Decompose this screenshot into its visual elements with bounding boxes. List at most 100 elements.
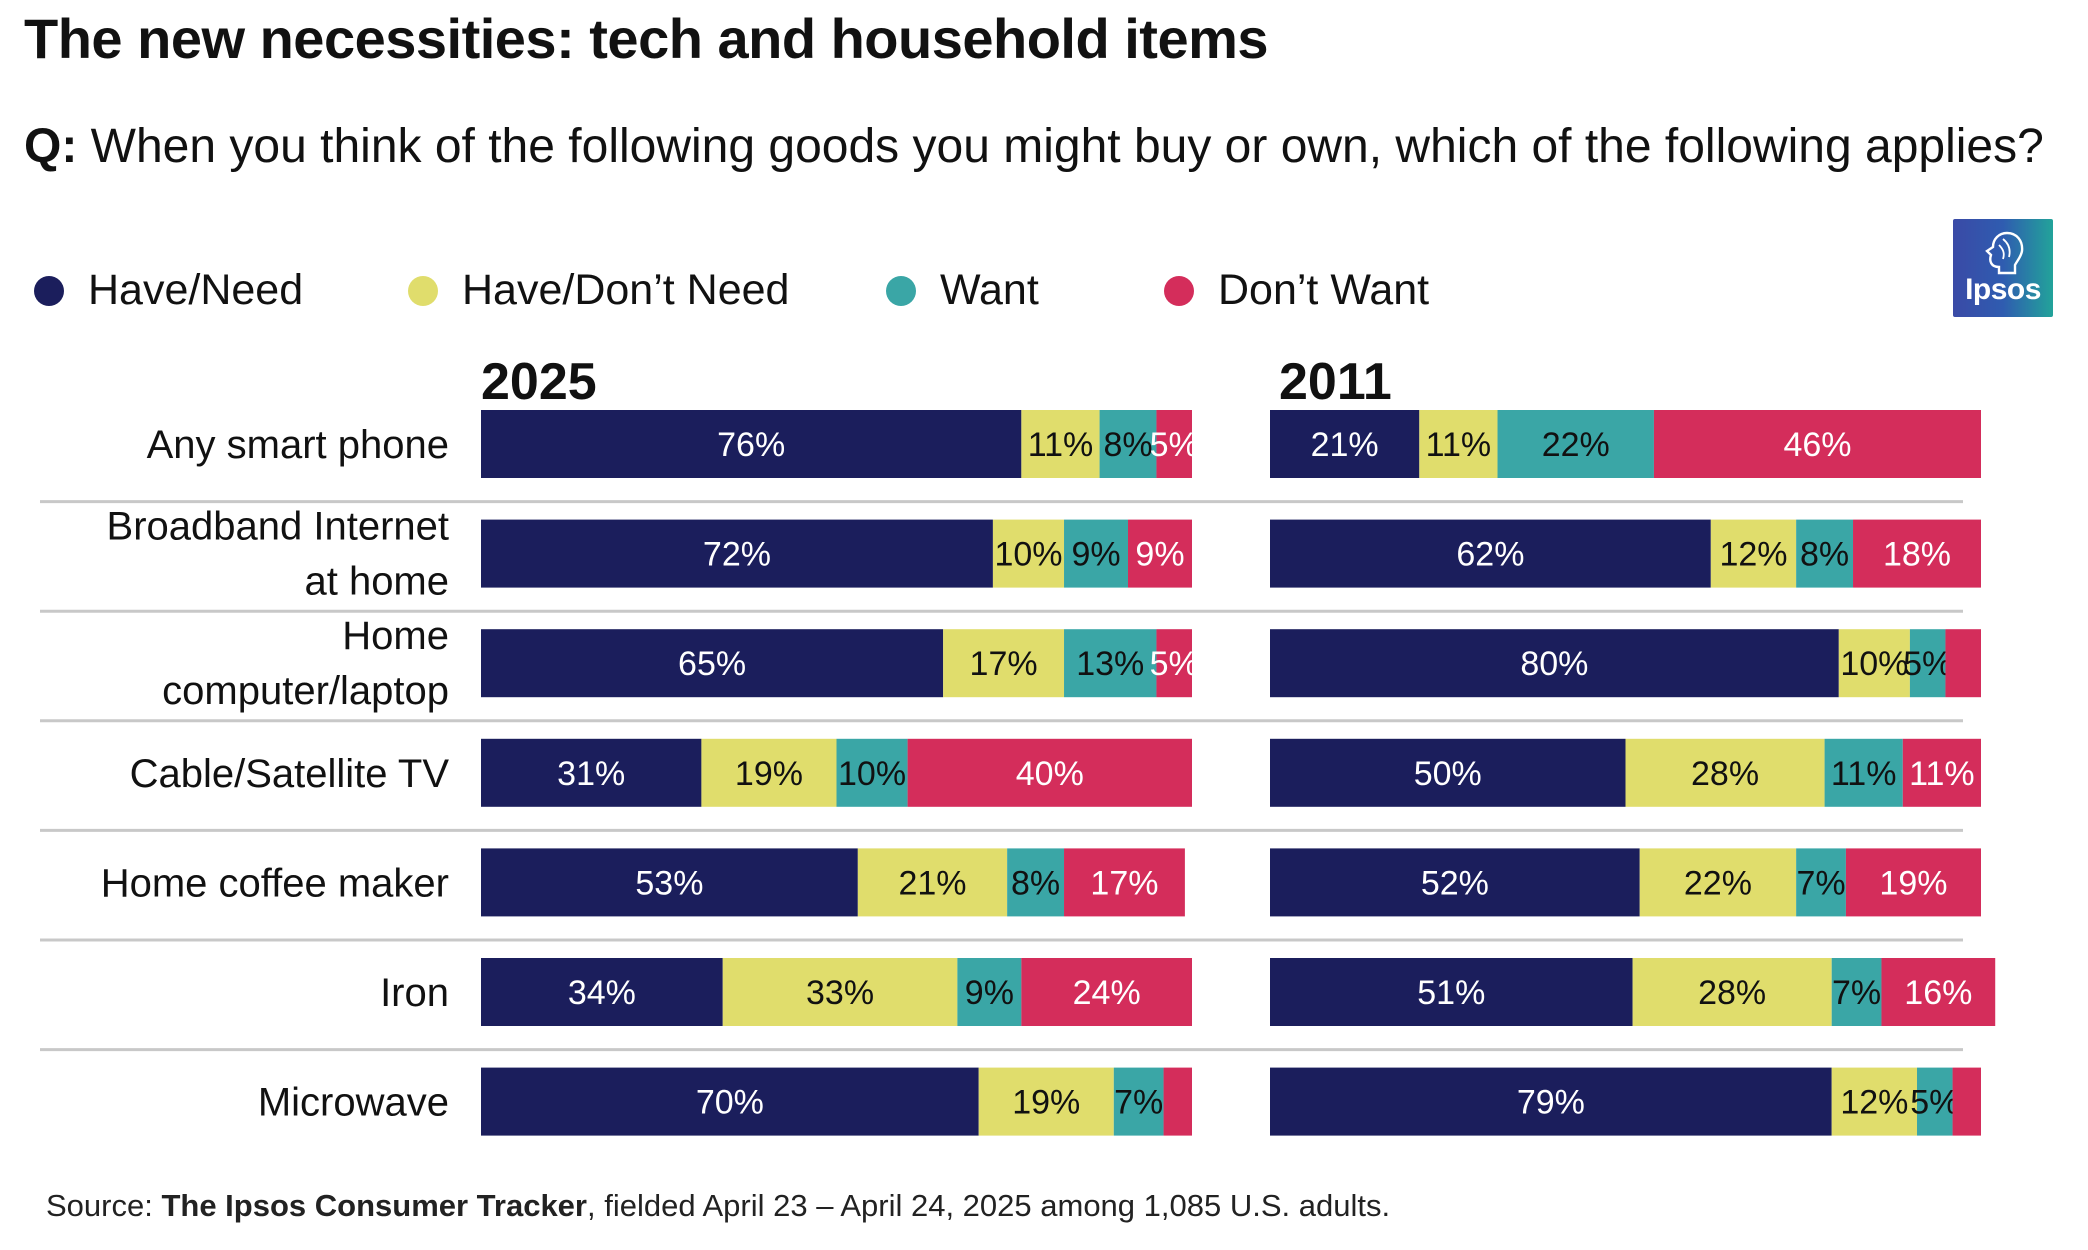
data-label-2025-home-computer-laptop-want: 13% [1076,645,1144,683]
data-label-2011-iron-want: 7% [1832,974,1881,1012]
bar-2025-cable-satellite-tv-want [836,738,908,807]
bar-2025-cable-satellite-tv-dont-want [907,738,1192,807]
bar-2011-home-computer-laptop-have-dont-need [1838,629,1910,698]
bar-2025-iron-have-dont-need [722,958,958,1026]
ipsos-logo: Ipsos [1953,219,2053,317]
data-label-2025-broadband-internet-at-home-want: 9% [1071,536,1120,574]
stacked-bar-chart: Any smart phone Broadband Internet at home… [40,410,1996,1136]
category-label-home-coffee-maker: Home coffee maker [101,861,449,905]
year-label-2025: 2025 [481,353,597,411]
category-label-home-computer-laptop: Home computer/laptop [162,614,449,713]
bar-2025-any-smart-phone-want [1099,410,1157,478]
bar-2011-home-coffee-maker-have-need [1270,848,1640,917]
legend-label-have-dont-need: Have/Don’t Need [462,266,790,314]
bar-2011-cable-satellite-tv-dont-want [1902,738,1981,807]
data-label-2025-any-smart-phone-have-need: 76% [717,426,785,464]
data-label-2025-broadband-internet-at-home-dont-want: 9% [1135,536,1184,574]
data-label-2025-broadband-internet-at-home-have-dont-need: 10% [994,536,1062,574]
data-label-2011-broadband-internet-at-home-want: 8% [1800,536,1849,574]
question-label: Q: [24,120,78,173]
data-label-2011-broadband-internet-at-home-dont-want: 18% [1883,536,1951,574]
data-label-2011-home-coffee-maker-dont-want: 19% [1879,864,1947,902]
legend-swatch-have-dont-need [408,275,438,306]
bar-2011-broadband-internet-at-home-have-dont-need [1710,519,1797,588]
bar-2025-cable-satellite-tv-have-need [481,738,702,807]
data-label-2011-iron-dont-want: 16% [1904,974,1972,1012]
data-label-2011-cable-satellite-tv-have-dont-need: 28% [1691,755,1759,793]
question-text: When you think of the following goods yo… [90,120,2044,173]
data-label-2011-broadband-internet-at-home-have-dont-need: 12% [1719,536,1787,574]
data-label-2025-home-coffee-maker-have-dont-need: 21% [898,864,966,902]
data-label-2011-any-smart-phone-dont-want: 46% [1783,426,1851,464]
data-label-2011-home-computer-laptop-want: 5% [1903,645,1952,683]
bar-2011-home-computer-laptop-have-need [1270,629,1839,698]
data-label-2011-home-coffee-maker-have-need: 52% [1421,864,1489,902]
bar-2025-microwave-dont-want [1163,1067,1192,1136]
legend-swatch-want [886,275,916,306]
bar-2025-microwave-have-dont-need [978,1067,1114,1136]
data-label-2011-home-computer-laptop-have-dont-need: 10% [1840,645,1908,683]
legend-label-have-need: Have/Need [88,266,304,314]
bar-2011-iron-have-dont-need [1632,958,1832,1026]
bar-2011-any-smart-phone-want [1497,410,1654,478]
legend-item-want: Want [886,266,1039,315]
data-label-2011-cable-satellite-tv-want: 11% [1831,755,1897,793]
bar-2025-home-coffee-maker-have-dont-need [857,848,1008,917]
data-label-2025-cable-satellite-tv-have-dont-need: 19% [735,755,803,793]
bar-2011-microwave-want [1917,1067,1953,1136]
data-label-2025-any-smart-phone-want: 8% [1103,426,1152,464]
data-label-2025-any-smart-phone-dont-want: 5% [1150,426,1199,464]
data-label-2011-microwave-have-need: 79% [1517,1084,1585,1122]
data-label-2025-cable-satellite-tv-dont-want: 40% [1016,755,1084,793]
bar-2011-any-smart-phone-have-need [1270,410,1420,478]
legend-swatch-dont-want [1164,275,1194,306]
bar-2011-home-coffee-maker-want [1796,848,1846,917]
legend-item-have-need: Have/Need [34,266,303,315]
bar-2011-broadband-internet-at-home-want [1796,519,1854,588]
data-label-2011-iron-have-dont-need: 28% [1698,974,1766,1012]
data-label-2025-microwave-have-need: 70% [696,1084,764,1122]
data-label-2025-home-computer-laptop-have-dont-need: 17% [970,645,1038,683]
data-label-2025-iron-have-need: 34% [568,974,636,1012]
bar-2011-iron-want [1831,958,1882,1026]
legend-label-want: Want [940,266,1039,314]
data-label-2011-broadband-internet-at-home-have-need: 62% [1456,536,1524,574]
bar-2025-any-smart-phone-have-dont-need [1021,410,1100,478]
survey-question: Q: When you think of the following goods… [24,114,2064,180]
bar-2025-broadband-internet-at-home-have-dont-need [992,519,1065,588]
data-label-2011-any-smart-phone-have-need: 21% [1311,426,1379,464]
chart-title: The new necessities: tech and household … [24,7,1269,70]
data-label-2025-any-smart-phone-have-dont-need: 11% [1028,426,1094,464]
category-label-microwave: Microwave [258,1081,449,1125]
source-prefix: Source: [46,1188,162,1223]
source-suffix: , fielded April 23 – April 24, 2025 amon… [587,1188,1391,1223]
data-label-2011-microwave-have-dont-need: 12% [1840,1084,1908,1122]
category-label-cable-satellite-tv: Cable/Satellite TV [130,752,450,796]
data-label-2011-any-smart-phone-have-dont-need: 11% [1426,426,1492,464]
data-label-2011-home-coffee-maker-have-dont-need: 22% [1684,864,1752,902]
bar-2011-any-smart-phone-have-dont-need [1419,410,1498,478]
bar-2025-microwave-want [1113,1067,1164,1136]
bar-2025-microwave-have-need [481,1067,979,1136]
legend-swatch-have-need [34,275,64,306]
bar-2011-home-computer-laptop-dont-want [1945,629,1981,698]
bar-2011-home-coffee-maker-dont-want [1845,848,1981,917]
bar-2025-home-computer-laptop-have-dont-need [943,629,1065,698]
data-label-2025-home-computer-laptop-dont-want: 5% [1150,645,1199,683]
bar-2011-broadband-internet-at-home-dont-want [1853,519,1981,588]
data-label-2011-any-smart-phone-want: 22% [1542,426,1610,464]
bar-2025-iron-dont-want [1021,958,1192,1026]
bar-2025-home-coffee-maker-have-need [481,848,858,917]
data-label-2025-iron-dont-want: 24% [1073,974,1141,1012]
legend-item-have-dont-need: Have/Don’t Need [408,266,789,315]
data-label-2025-home-coffee-maker-want: 8% [1011,864,1060,902]
category-label-broadband-internet-at-home: Broadband Internet at home [107,505,449,604]
data-label-2025-cable-satellite-tv-want: 10% [838,755,906,793]
data-label-2011-cable-satellite-tv-dont-want: 11% [1909,755,1975,793]
bar-2011-cable-satellite-tv-want [1824,738,1903,807]
bar-2025-any-smart-phone-dont-want [1156,410,1192,478]
bar-2025-broadband-internet-at-home-dont-want [1128,519,1192,588]
bar-2011-microwave-have-need [1270,1067,1832,1136]
data-label-2025-home-coffee-maker-have-need: 53% [635,864,703,902]
bar-2025-home-coffee-maker-dont-want [1064,848,1185,917]
